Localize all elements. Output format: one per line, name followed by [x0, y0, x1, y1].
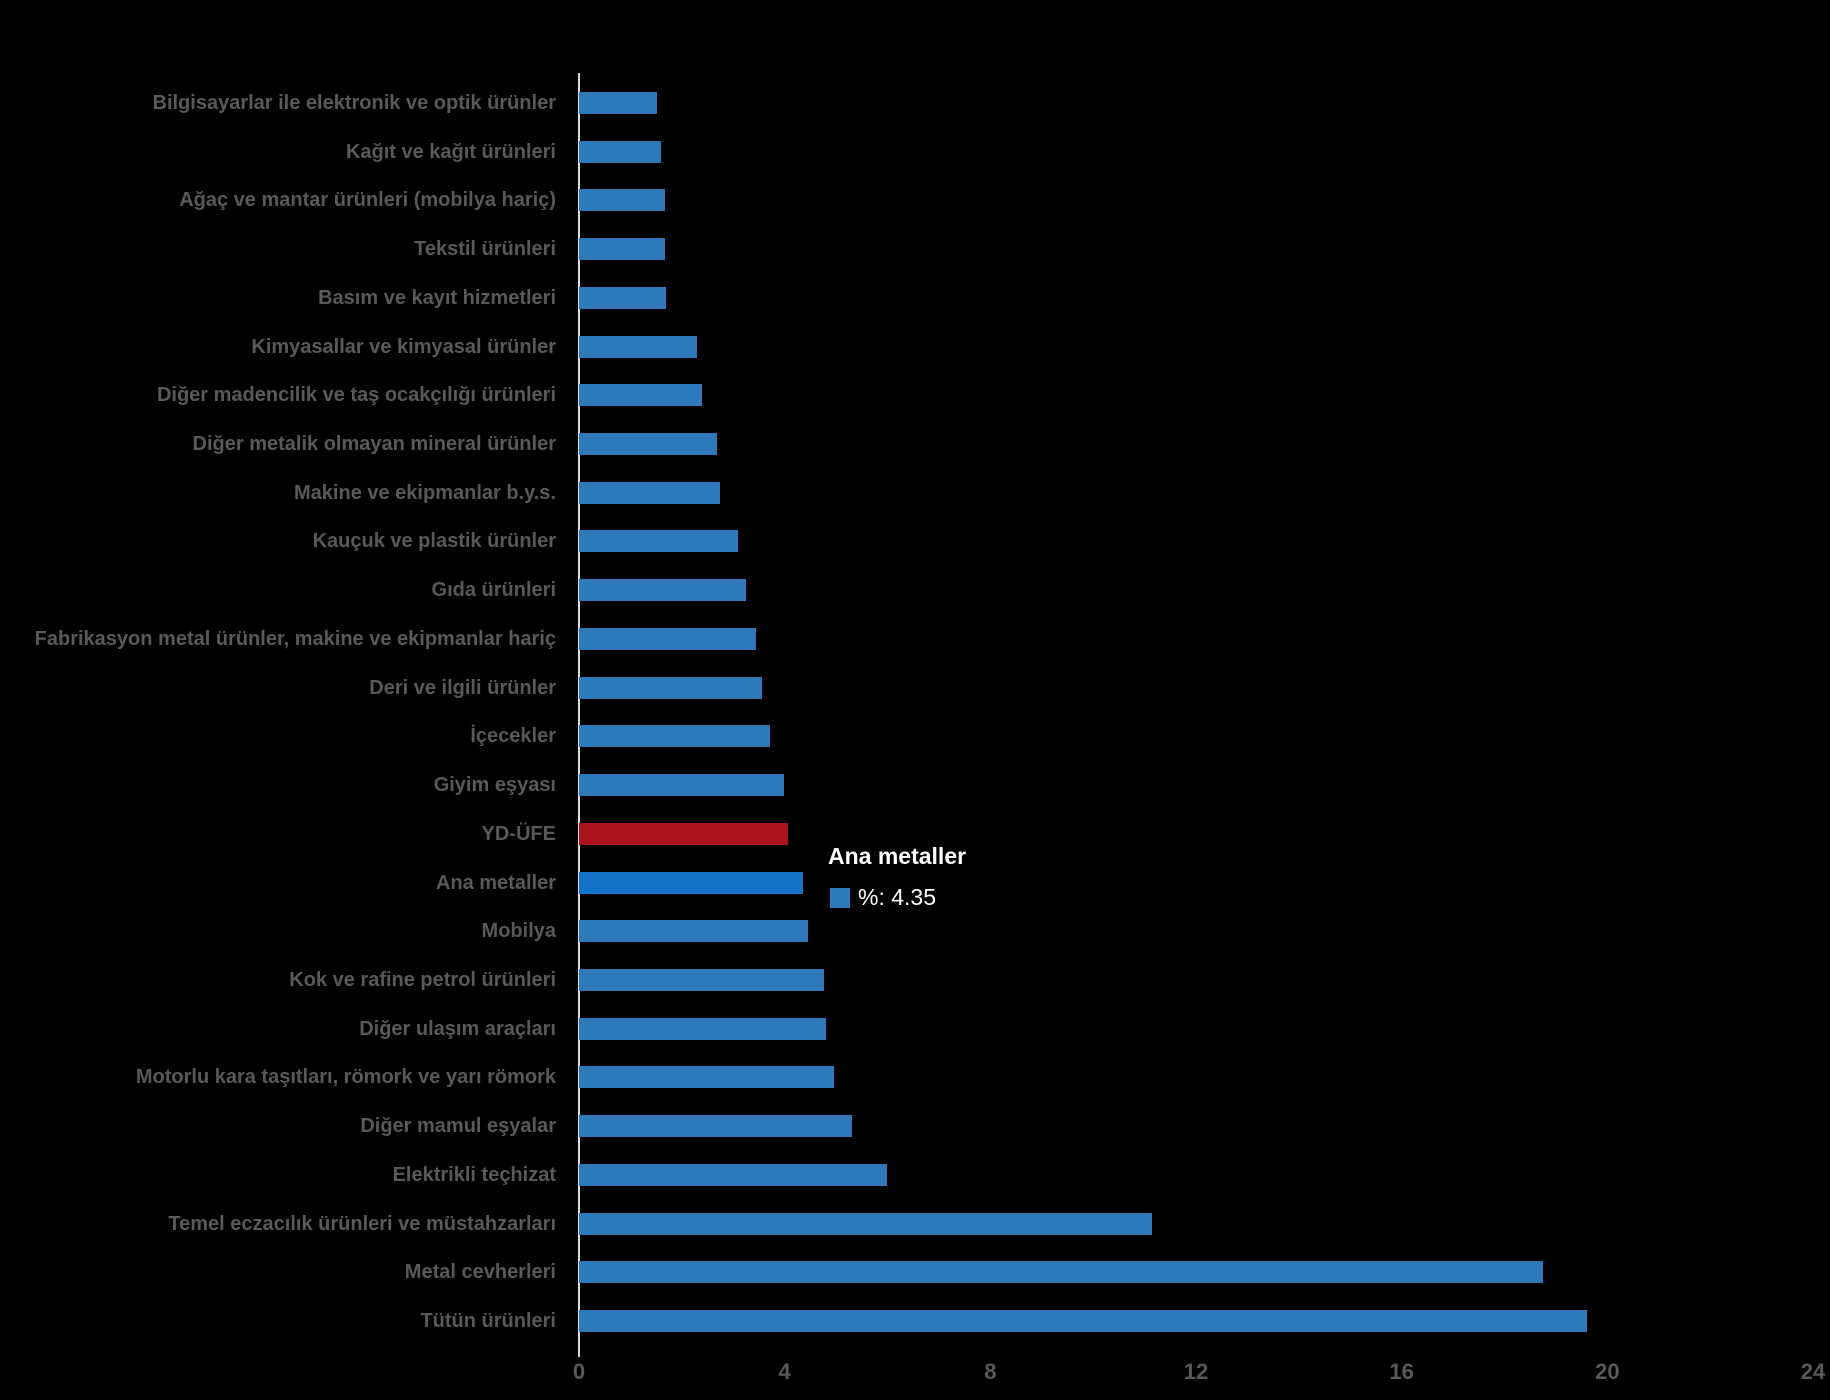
bar-segment[interactable]	[579, 530, 739, 553]
bar-segment[interactable]	[579, 238, 666, 261]
category-label: YD-ÜFE	[481, 822, 556, 845]
x-axis-tick-label: 24	[1800, 1359, 1826, 1384]
category-label: Deri ve ilgili ürünler	[369, 676, 556, 699]
category-label: Tütün ürünleri	[420, 1310, 556, 1332]
bar-segment[interactable]	[579, 189, 666, 212]
category-label: Kimyasallar ve kimyasal ürünler	[251, 335, 556, 358]
bar-segment[interactable]	[579, 1017, 826, 1040]
bar-segment[interactable]	[579, 676, 763, 699]
category-label: Giyim eşyası	[433, 774, 556, 797]
bar-segment[interactable]	[579, 968, 825, 991]
category-label: Kağıt ve kağıt ürünleri	[345, 140, 556, 163]
tooltip: Ana metaller %: 4.35	[828, 845, 966, 909]
x-axis-tick-label: 12	[1183, 1359, 1209, 1384]
bar-segment[interactable]	[579, 579, 747, 602]
bar-segment[interactable]	[579, 774, 784, 797]
category-label: Basım ve kayıt hizmetleri	[318, 286, 556, 309]
bar-yd-ufe[interactable]	[579, 822, 789, 845]
bar-segment[interactable]	[579, 433, 717, 456]
bar-segment[interactable]	[579, 1212, 1153, 1235]
category-label: Makine ve ekipmanlar b.y.s.	[294, 481, 556, 504]
category-label: Elektrikli teçhizat	[392, 1163, 556, 1186]
category-label: Kok ve rafine petrol ürünleri	[289, 968, 556, 991]
x-axis-tick-label: 20	[1595, 1359, 1620, 1384]
bar-segment[interactable]	[579, 384, 703, 407]
x-axis-tick-label: 16	[1389, 1359, 1414, 1384]
tooltip-title: Ana metaller	[828, 843, 967, 869]
bar-segment[interactable]	[579, 286, 667, 309]
x-axis-tick-label: 0	[572, 1359, 586, 1384]
bar-segment[interactable]	[579, 725, 770, 748]
category-label: Temel eczacılık ürünleri ve müstahzarlar…	[168, 1212, 556, 1235]
bar-segment[interactable]	[579, 627, 757, 650]
bar-segment[interactable]	[579, 1066, 835, 1089]
bar-segment[interactable]	[579, 481, 721, 504]
category-label: Mobilya	[481, 920, 556, 943]
bar-segment[interactable]	[579, 1261, 1544, 1284]
category-label: Kauçuk ve plastik ürünler	[312, 530, 556, 553]
bar-segment[interactable]	[579, 92, 658, 114]
bar-segment[interactable]	[579, 1163, 887, 1186]
y-axis-line	[578, 73, 580, 1357]
x-axis-tick-label: 8	[984, 1359, 997, 1384]
category-label: Gıda ürünleri	[431, 579, 556, 602]
category-label: Fabrikasyon metal ürünler, makine ve eki…	[34, 627, 556, 650]
tooltip-legend-swatch-icon	[830, 887, 850, 908]
category-label: Tekstil ürünleri	[414, 238, 556, 261]
category-label: İçecekler	[470, 725, 556, 748]
category-label: Motorlu kara taşıtları, römork ve yarı r…	[135, 1066, 556, 1089]
category-label: Metal cevherleri	[404, 1261, 556, 1284]
bar-ana-metaller[interactable]	[579, 871, 803, 894]
category-label: Bilgisayarlar ile elektronik ve optik ür…	[152, 92, 557, 114]
bar-segment[interactable]	[579, 920, 809, 943]
bar-segment[interactable]	[579, 335, 698, 358]
tooltip-value: %: 4.35	[858, 884, 936, 910]
category-label: Ana metaller	[435, 871, 556, 894]
category-label: Diğer ulaşım araçları	[359, 1017, 556, 1040]
bar-segment[interactable]	[579, 140, 661, 163]
category-label: Ağaç ve mantar ürünleri (mobilya hariç)	[179, 189, 556, 212]
x-axis-tick-label: 4	[778, 1359, 791, 1384]
bar-segment[interactable]	[579, 1310, 1587, 1332]
bar-segment[interactable]	[579, 1115, 852, 1138]
category-label: Diğer madencilik ve taş ocakçılığı ürünl…	[156, 384, 556, 407]
category-label: Diğer metalik olmayan mineral ürünler	[192, 433, 556, 456]
tooltip-value-row: %: 4.35	[828, 886, 966, 909]
category-label: Diğer mamul eşyalar	[360, 1115, 556, 1138]
